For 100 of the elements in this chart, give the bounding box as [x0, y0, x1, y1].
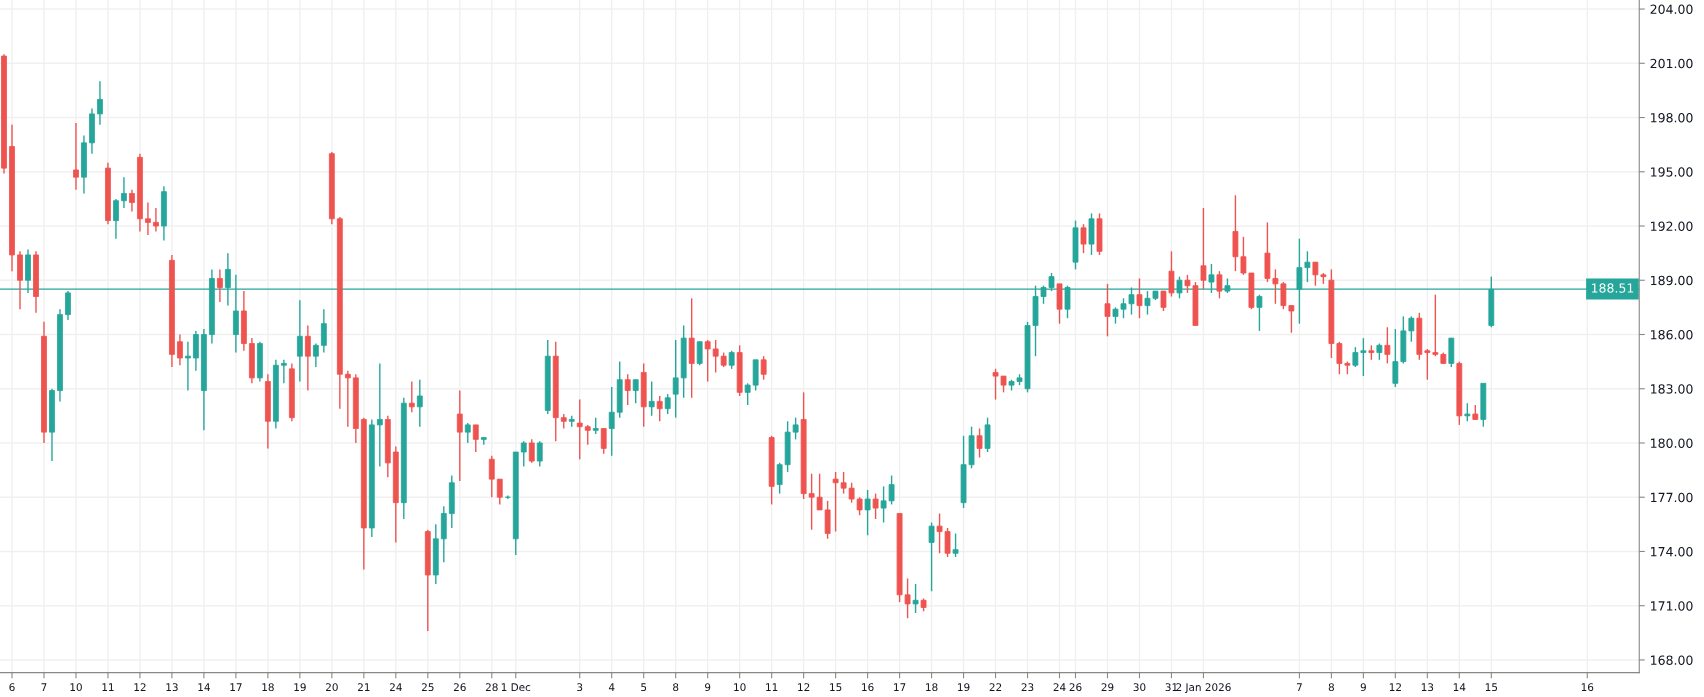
y-tick-label: 186.00 — [1651, 329, 1693, 340]
candlestick — [792, 416, 799, 441]
candlestick — [728, 350, 735, 370]
candlestick — [1408, 315, 1415, 343]
candlestick — [496, 478, 503, 506]
candlestick — [712, 339, 719, 374]
candlestick — [872, 492, 879, 520]
x-tick-label: 9 — [705, 683, 711, 692]
x-tick-label: 10 — [734, 683, 746, 692]
y-tick-label: 177.00 — [1651, 492, 1693, 503]
candlestick — [73, 122, 79, 191]
x-tick-label: 16 — [862, 683, 874, 692]
y-tick-label: 168.00 — [1651, 655, 1693, 665]
x-tick-label: 15 — [830, 683, 842, 692]
candlestick — [1104, 283, 1111, 337]
y-tick-label: 201.00 — [1650, 58, 1693, 69]
candlestick — [912, 583, 919, 614]
candlestick — [312, 342, 319, 368]
x-tick-label: 11 — [102, 683, 114, 691]
candlestick — [304, 324, 311, 392]
candlestick — [280, 359, 287, 385]
y-tick-label: 204.00 — [1650, 4, 1693, 14]
candlestick — [193, 330, 199, 372]
x-tick-label: 31 — [1165, 683, 1178, 692]
candlestick — [952, 532, 959, 558]
candlestick — [456, 389, 463, 482]
x-tick-label: 18 — [926, 683, 938, 692]
candlestick — [744, 382, 751, 406]
candlestick — [672, 339, 679, 419]
x-tick-label: 7 — [1296, 683, 1302, 691]
candlestick — [776, 462, 783, 495]
y-tick-label: 174.00 — [1651, 546, 1693, 557]
y-tick-label: 171.00 — [1651, 601, 1693, 611]
candlestick — [1256, 294, 1263, 332]
candlestick — [1216, 270, 1223, 300]
candlestick — [1136, 277, 1143, 319]
candlestick — [185, 341, 191, 392]
candlestick — [488, 454, 495, 498]
y-tick-label: 192.00 — [1651, 221, 1693, 231]
candlestick — [624, 373, 631, 406]
candlestick — [1424, 348, 1431, 381]
x-tick-label: 10 — [70, 683, 82, 692]
ref-line-label: 188.51 — [1591, 283, 1634, 293]
candlestick — [696, 341, 703, 366]
x-tick-label: 16 — [1581, 683, 1594, 692]
candlestick — [976, 427, 983, 459]
candlestick — [608, 386, 615, 457]
candlestick — [520, 440, 527, 468]
y-tick-label: 180.00 — [1651, 438, 1693, 448]
x-tick-label: 8 — [1328, 683, 1334, 692]
candlestick — [113, 198, 119, 240]
x-tick-label: 17 — [894, 683, 906, 691]
candlestick — [472, 424, 479, 453]
candlestick — [648, 380, 655, 417]
candlestick — [296, 299, 303, 383]
candlestick — [1384, 326, 1391, 365]
x-tick-label: 4 — [608, 683, 615, 691]
candlestick — [1432, 294, 1439, 357]
x-tick-label: 1 Dec — [501, 683, 531, 692]
y-tick-label: 198.00 — [1651, 113, 1693, 123]
x-tick-label: 20 — [325, 683, 338, 692]
x-tick-label: 21 — [357, 683, 370, 691]
x-tick-label: 26 — [453, 683, 466, 692]
candlestick — [416, 379, 423, 428]
candlestick — [177, 333, 183, 366]
x-tick-label: 19 — [294, 683, 306, 692]
candlestick — [928, 521, 935, 592]
x-tick-label: 30 — [1133, 683, 1146, 692]
x-tick-label: 14 — [1453, 683, 1466, 691]
candlestick — [584, 424, 591, 446]
x-tick-label: 24 — [389, 683, 402, 691]
candlestick — [1464, 402, 1471, 422]
x-tick-label: 19 — [958, 683, 970, 692]
x-tick-label: 28 — [485, 683, 498, 692]
x-tick-label: 13 — [1421, 683, 1434, 692]
candlestick — [656, 395, 663, 422]
x-tick-label: 18 — [262, 683, 274, 692]
candlestick — [464, 422, 471, 444]
candlestick — [760, 355, 767, 381]
candlestick — [145, 201, 151, 236]
candlestick — [217, 268, 223, 303]
candlestick — [129, 189, 135, 213]
candlestick — [1392, 328, 1399, 388]
x-tick-label: 8 — [673, 683, 679, 692]
x-tick-label: 23 — [1021, 683, 1034, 692]
x-tick-label: 24 — [1053, 683, 1066, 691]
candlestick — [576, 398, 583, 460]
candlestick — [408, 380, 415, 413]
x-tick-label: 12 — [1389, 683, 1401, 691]
x-tick-label: 14 — [198, 683, 210, 691]
candlestick — [704, 339, 711, 383]
x-tick-label: 15 — [1485, 683, 1498, 692]
candlestick — [528, 438, 535, 464]
x-tick-label: 6 — [9, 683, 15, 692]
x-tick-label: 12 — [134, 683, 146, 691]
candlestick — [97, 80, 103, 126]
candlestick — [536, 440, 543, 468]
y-tick-label: 195.00 — [1651, 167, 1693, 177]
x-tick-label: 3 — [577, 683, 583, 692]
candlestick — [664, 393, 671, 415]
